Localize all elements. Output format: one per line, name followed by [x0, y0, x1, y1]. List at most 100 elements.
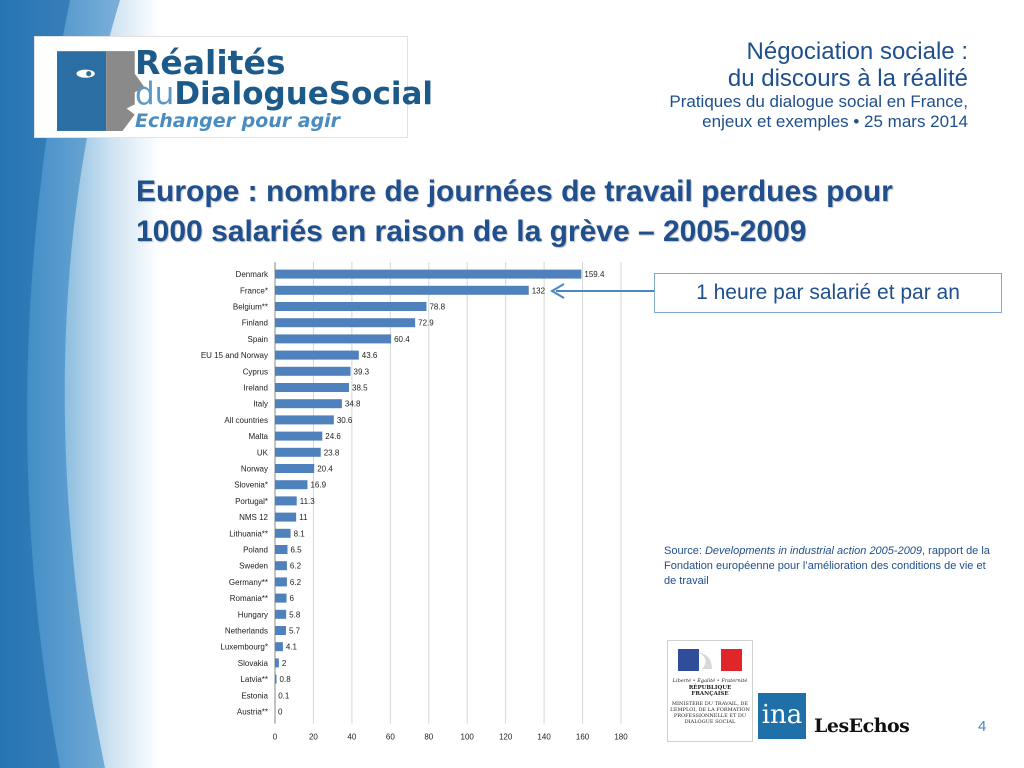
category-label: Slovakia [238, 659, 269, 668]
bar [275, 431, 323, 441]
x-tick-label: 40 [347, 733, 356, 742]
x-tick-label: 80 [424, 733, 433, 742]
category-label: Finland [242, 319, 268, 328]
value-label: 23.8 [324, 448, 340, 457]
bar [275, 285, 529, 295]
category-label: Italy [253, 400, 268, 409]
x-tick-label: 160 [576, 733, 590, 742]
header-subtitle-2: enjeux et exemples • 25 mars 2014 [702, 112, 968, 131]
side-decor-curve [0, 0, 120, 768]
value-label: 8.1 [294, 529, 306, 538]
category-label: Slovenia* [234, 481, 268, 490]
category-label: EU 15 and Norway [201, 351, 268, 360]
x-tick-label: 140 [537, 733, 551, 742]
bar [275, 399, 342, 409]
value-label: 0.8 [280, 675, 292, 684]
page-number: 4 [978, 718, 987, 735]
bar [275, 626, 286, 635]
value-label: 132 [532, 286, 546, 295]
bar [275, 350, 359, 360]
category-label: Denmark [236, 270, 269, 279]
bar [275, 609, 287, 619]
callout-box: 1 heure par salarié et par an [654, 273, 1002, 313]
x-tick-label: 180 [614, 733, 628, 742]
category-label: All countries [224, 416, 268, 425]
slide-title-line-1: Europe : nombre de journées de travail p… [136, 175, 893, 208]
slide-title: Europe : nombre de journées de travail p… [136, 172, 996, 252]
value-label: 0 [278, 708, 283, 717]
value-label: 0.1 [278, 691, 290, 700]
category-label: Ireland [244, 384, 268, 393]
source-title: Developments in industrial action 2005-2… [704, 545, 923, 557]
category-label: Luxembourg* [220, 643, 268, 652]
source-note: Source: Developments in industrial actio… [664, 544, 994, 589]
bar [275, 269, 582, 279]
value-label: 43.6 [362, 351, 378, 360]
bar [275, 642, 283, 652]
x-tick-label: 60 [386, 733, 395, 742]
value-label: 6 [290, 594, 295, 603]
bar [275, 577, 287, 587]
category-label: Latvia** [240, 675, 268, 684]
value-label: 4.1 [286, 643, 298, 652]
value-label: 24.6 [325, 432, 341, 441]
slide-title-line-2: 1000 salariés en raison de la grève – 20… [136, 215, 807, 248]
category-label: Cyprus [243, 367, 268, 376]
x-tick-label: 20 [309, 733, 318, 742]
value-label: 38.5 [352, 384, 368, 393]
ministry-logo: Liberté • Égalité • Fraternité RÉPUBLIQU… [667, 640, 753, 742]
lesechos-logo: LesEchos [814, 715, 910, 737]
category-label: Poland [243, 546, 268, 555]
bar [275, 415, 334, 425]
category-label: Netherlands [225, 627, 268, 636]
value-label: 78.8 [429, 303, 445, 312]
category-label: Austria** [237, 708, 268, 717]
category-label: Lithuania** [229, 529, 268, 538]
bar [275, 658, 279, 668]
logo-dialoguesocial: DialogueSocial [174, 76, 433, 112]
bar [275, 593, 287, 603]
logo-tagline: Echanger pour agir [135, 110, 341, 132]
category-label: Portugal* [235, 497, 268, 506]
header-title-1: Négociation sociale : [746, 38, 968, 65]
ministry-name: MINISTÈRE DU TRAVAIL, DE L’EMPLOI, DE LA… [670, 701, 750, 725]
value-label: 20.4 [317, 465, 333, 474]
value-label: 6.5 [290, 546, 302, 555]
source-rest: , rapport de la Fondation européenne pou… [664, 545, 990, 587]
x-tick-label: 120 [499, 733, 513, 742]
category-label: Romania** [230, 594, 268, 603]
x-tick-label: 100 [461, 733, 475, 742]
category-label: Sweden [239, 562, 268, 571]
value-label: 5.8 [289, 610, 301, 619]
category-label: Spain [248, 335, 268, 344]
logo-du: du [135, 76, 175, 112]
value-label: 34.8 [345, 400, 361, 409]
category-label: Hungary [238, 610, 268, 619]
header-title-2: du discours à la réalité [727, 65, 968, 92]
x-tick-label: 0 [273, 733, 278, 742]
category-label: UK [257, 448, 269, 457]
bar [275, 674, 277, 684]
logo-line-dialogue: duDialogueSocial [135, 76, 433, 112]
marianne-flag-icon [678, 649, 742, 671]
bar [275, 480, 308, 490]
bar [275, 447, 321, 457]
value-label: 39.3 [354, 367, 370, 376]
rds-logo: Réalités duDialogueSocial Echanger pour … [34, 36, 433, 138]
bar [275, 366, 351, 376]
value-label: 6.2 [290, 562, 302, 571]
source-prefix: Source: [664, 545, 705, 557]
value-label: 60.4 [394, 335, 410, 344]
ministry-republic: RÉPUBLIQUE FRANÇAISE [688, 685, 732, 697]
category-label: Malta [248, 432, 268, 441]
header-block: Négociation sociale : du discours à la r… [669, 38, 968, 132]
header-subtitle-1: Pratiques du dialogue social en France, [669, 92, 968, 111]
category-label: France* [240, 286, 268, 295]
bar [275, 512, 297, 522]
value-label: 16.9 [310, 481, 326, 490]
ministry-motto: Liberté • Égalité • Fraternité [672, 678, 748, 684]
value-label: 72.9 [418, 319, 434, 328]
bar [275, 464, 315, 473]
value-label: 2 [282, 659, 287, 668]
